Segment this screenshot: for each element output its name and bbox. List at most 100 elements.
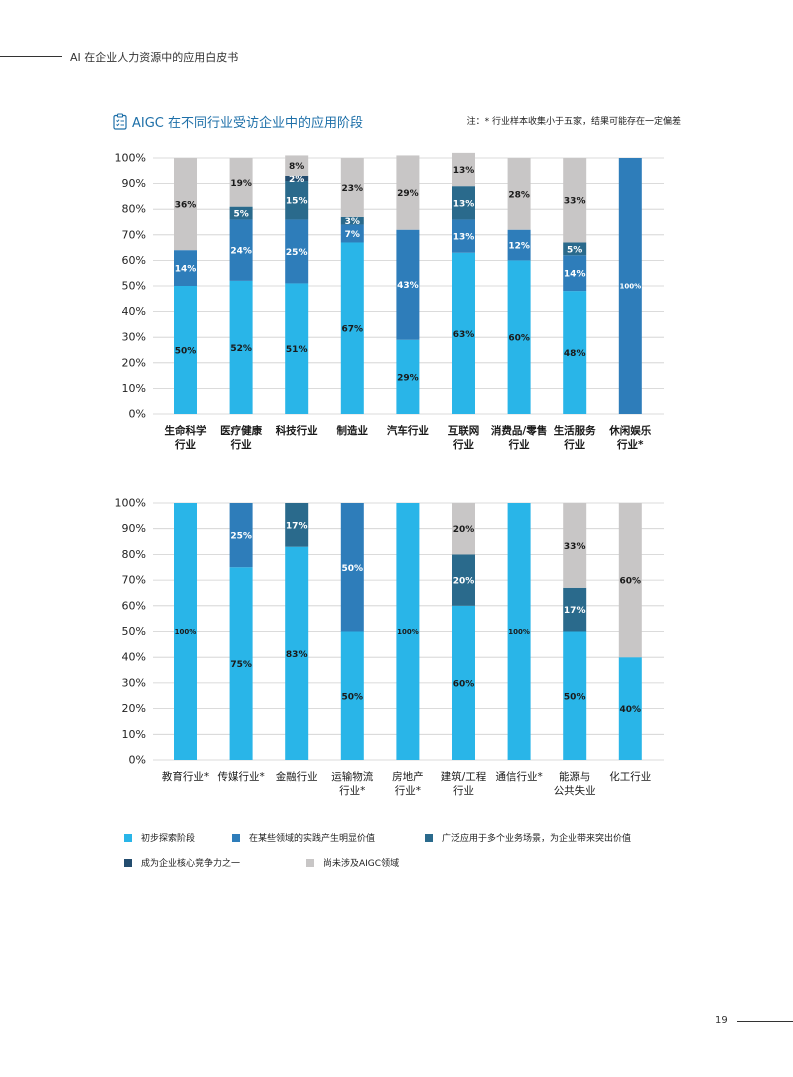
bar-segment-initial xyxy=(507,503,531,760)
data-label: 19% xyxy=(230,179,252,189)
y-tick-label: 10% xyxy=(122,728,146,741)
y-tick-label: 20% xyxy=(122,702,146,715)
category-label: 互联网 xyxy=(448,424,480,437)
bar-segment-none xyxy=(563,503,587,588)
bar-segment-value xyxy=(452,219,475,253)
category-label: 消费品/零售 xyxy=(491,424,547,437)
bar-segment-initial xyxy=(174,503,197,760)
category-label: 金融行业 xyxy=(276,770,318,783)
bar-segment-value xyxy=(285,219,309,284)
category-label: 通信行业* xyxy=(495,770,542,783)
category-label: 行业* xyxy=(395,784,421,797)
y-tick-label: 20% xyxy=(122,356,146,369)
bar-segment-none xyxy=(396,155,420,230)
data-label: 60% xyxy=(620,577,642,587)
category-label: 汽车行业 xyxy=(387,424,429,437)
bar-segment-initial xyxy=(285,283,309,414)
category-label: 行业 xyxy=(452,438,474,451)
category-label: 生活服务 xyxy=(554,424,596,437)
bar-segment-wide xyxy=(563,242,587,256)
category-label: 房地产 xyxy=(392,770,424,783)
legend-item-core: 成为企业核心竞争力之一 xyxy=(124,856,240,869)
data-label: 51% xyxy=(286,345,308,355)
y-tick-label: 100% xyxy=(115,497,146,510)
data-label: 13% xyxy=(453,233,475,243)
data-label: 5% xyxy=(567,245,582,255)
category-label: 行业 xyxy=(174,438,196,451)
footer-rule xyxy=(737,1021,793,1022)
legend-item-initial: 初步探索阶段 xyxy=(124,831,195,844)
bar-segment-initial xyxy=(340,631,364,760)
data-label: 3% xyxy=(345,217,360,227)
bar-segment-wide xyxy=(452,554,475,606)
bar-segment-initial xyxy=(563,291,587,414)
bar-segment-initial xyxy=(618,657,642,760)
legend-item-wide: 广泛应用于多个业务场景，为企业带来突出价值 xyxy=(425,831,631,844)
data-label: 75% xyxy=(230,660,252,670)
bar-segment-wide xyxy=(285,503,309,547)
category-label: 行业 xyxy=(563,438,585,451)
data-label: 29% xyxy=(397,373,419,383)
data-label: 100% xyxy=(175,628,197,636)
data-label: 14% xyxy=(564,270,586,280)
category-label: 行业 xyxy=(453,784,474,797)
clipboard-checklist-icon xyxy=(113,113,127,130)
category-label: 公共失业 xyxy=(554,784,596,797)
bar-segment-value xyxy=(229,503,253,568)
data-label: 50% xyxy=(564,692,586,702)
bar-segment-value xyxy=(618,158,642,414)
data-label: 50% xyxy=(342,692,364,702)
data-label: 20% xyxy=(453,525,475,535)
data-label: 43% xyxy=(397,281,419,291)
category-label: 教育行业* xyxy=(162,770,209,783)
data-label: 13% xyxy=(453,199,475,209)
y-tick-label: 60% xyxy=(122,599,146,612)
data-label: 52% xyxy=(230,344,252,354)
y-tick-label: 80% xyxy=(122,548,146,561)
data-label: 17% xyxy=(564,606,586,616)
bar-segment-none xyxy=(507,158,531,230)
y-tick-label: 30% xyxy=(122,331,146,344)
data-label: 100% xyxy=(508,628,530,636)
data-label: 20% xyxy=(453,577,475,587)
bar-segment-initial xyxy=(452,252,475,414)
sample-note: 注：* 行业样本收集小于五家，结果可能存在一定偏差 xyxy=(466,117,681,127)
data-label: 14% xyxy=(175,265,197,275)
bar-segment-none xyxy=(618,503,642,658)
header-title: AI 在企业人力资源中的应用白皮书 xyxy=(70,51,239,64)
y-tick-label: 40% xyxy=(122,651,146,664)
chart-title-group: AIGC 在不同行业受访企业中的应用阶段 xyxy=(113,112,363,131)
y-tick-label: 50% xyxy=(122,280,146,293)
bar-segment-none xyxy=(452,503,475,555)
category-label: 科技行业 xyxy=(276,424,318,437)
bar-segment-wide xyxy=(452,186,475,220)
bar-segment-value xyxy=(229,219,253,281)
bar-segment-value xyxy=(396,229,420,340)
y-tick-label: 100% xyxy=(115,152,146,165)
data-label: 48% xyxy=(564,349,586,359)
bar-segment-value xyxy=(507,229,531,261)
category-label: 行业* xyxy=(616,438,644,451)
category-label: 传媒行业* xyxy=(217,770,264,783)
data-label: 23% xyxy=(342,184,364,194)
legend-label: 初步探索阶段 xyxy=(141,834,196,844)
legend-label: 在某些领域的实践产生明显价值 xyxy=(249,834,376,844)
y-tick-label: 90% xyxy=(122,177,146,190)
legend-label: 成为企业核心竞争力之一 xyxy=(141,859,241,869)
bar-segment-wide xyxy=(285,181,309,220)
category-label: 行业 xyxy=(230,438,252,451)
bar-segment-initial xyxy=(229,280,253,414)
data-label: 100% xyxy=(619,283,641,291)
legend-swatch xyxy=(124,833,132,842)
data-label: 100% xyxy=(397,628,419,636)
y-tick-label: 0% xyxy=(129,754,146,767)
bar-segment-value xyxy=(174,250,197,286)
legend-swatch xyxy=(306,858,314,867)
bar-segment-core xyxy=(285,175,309,182)
bar-segment-none xyxy=(452,152,475,187)
bar-segment-wide xyxy=(563,587,587,632)
legend-item-none: 尚未涉及AIGC领域 xyxy=(306,856,399,869)
data-label: 50% xyxy=(342,564,364,574)
bar-segment-none xyxy=(229,158,253,207)
y-tick-label: 40% xyxy=(122,305,146,318)
